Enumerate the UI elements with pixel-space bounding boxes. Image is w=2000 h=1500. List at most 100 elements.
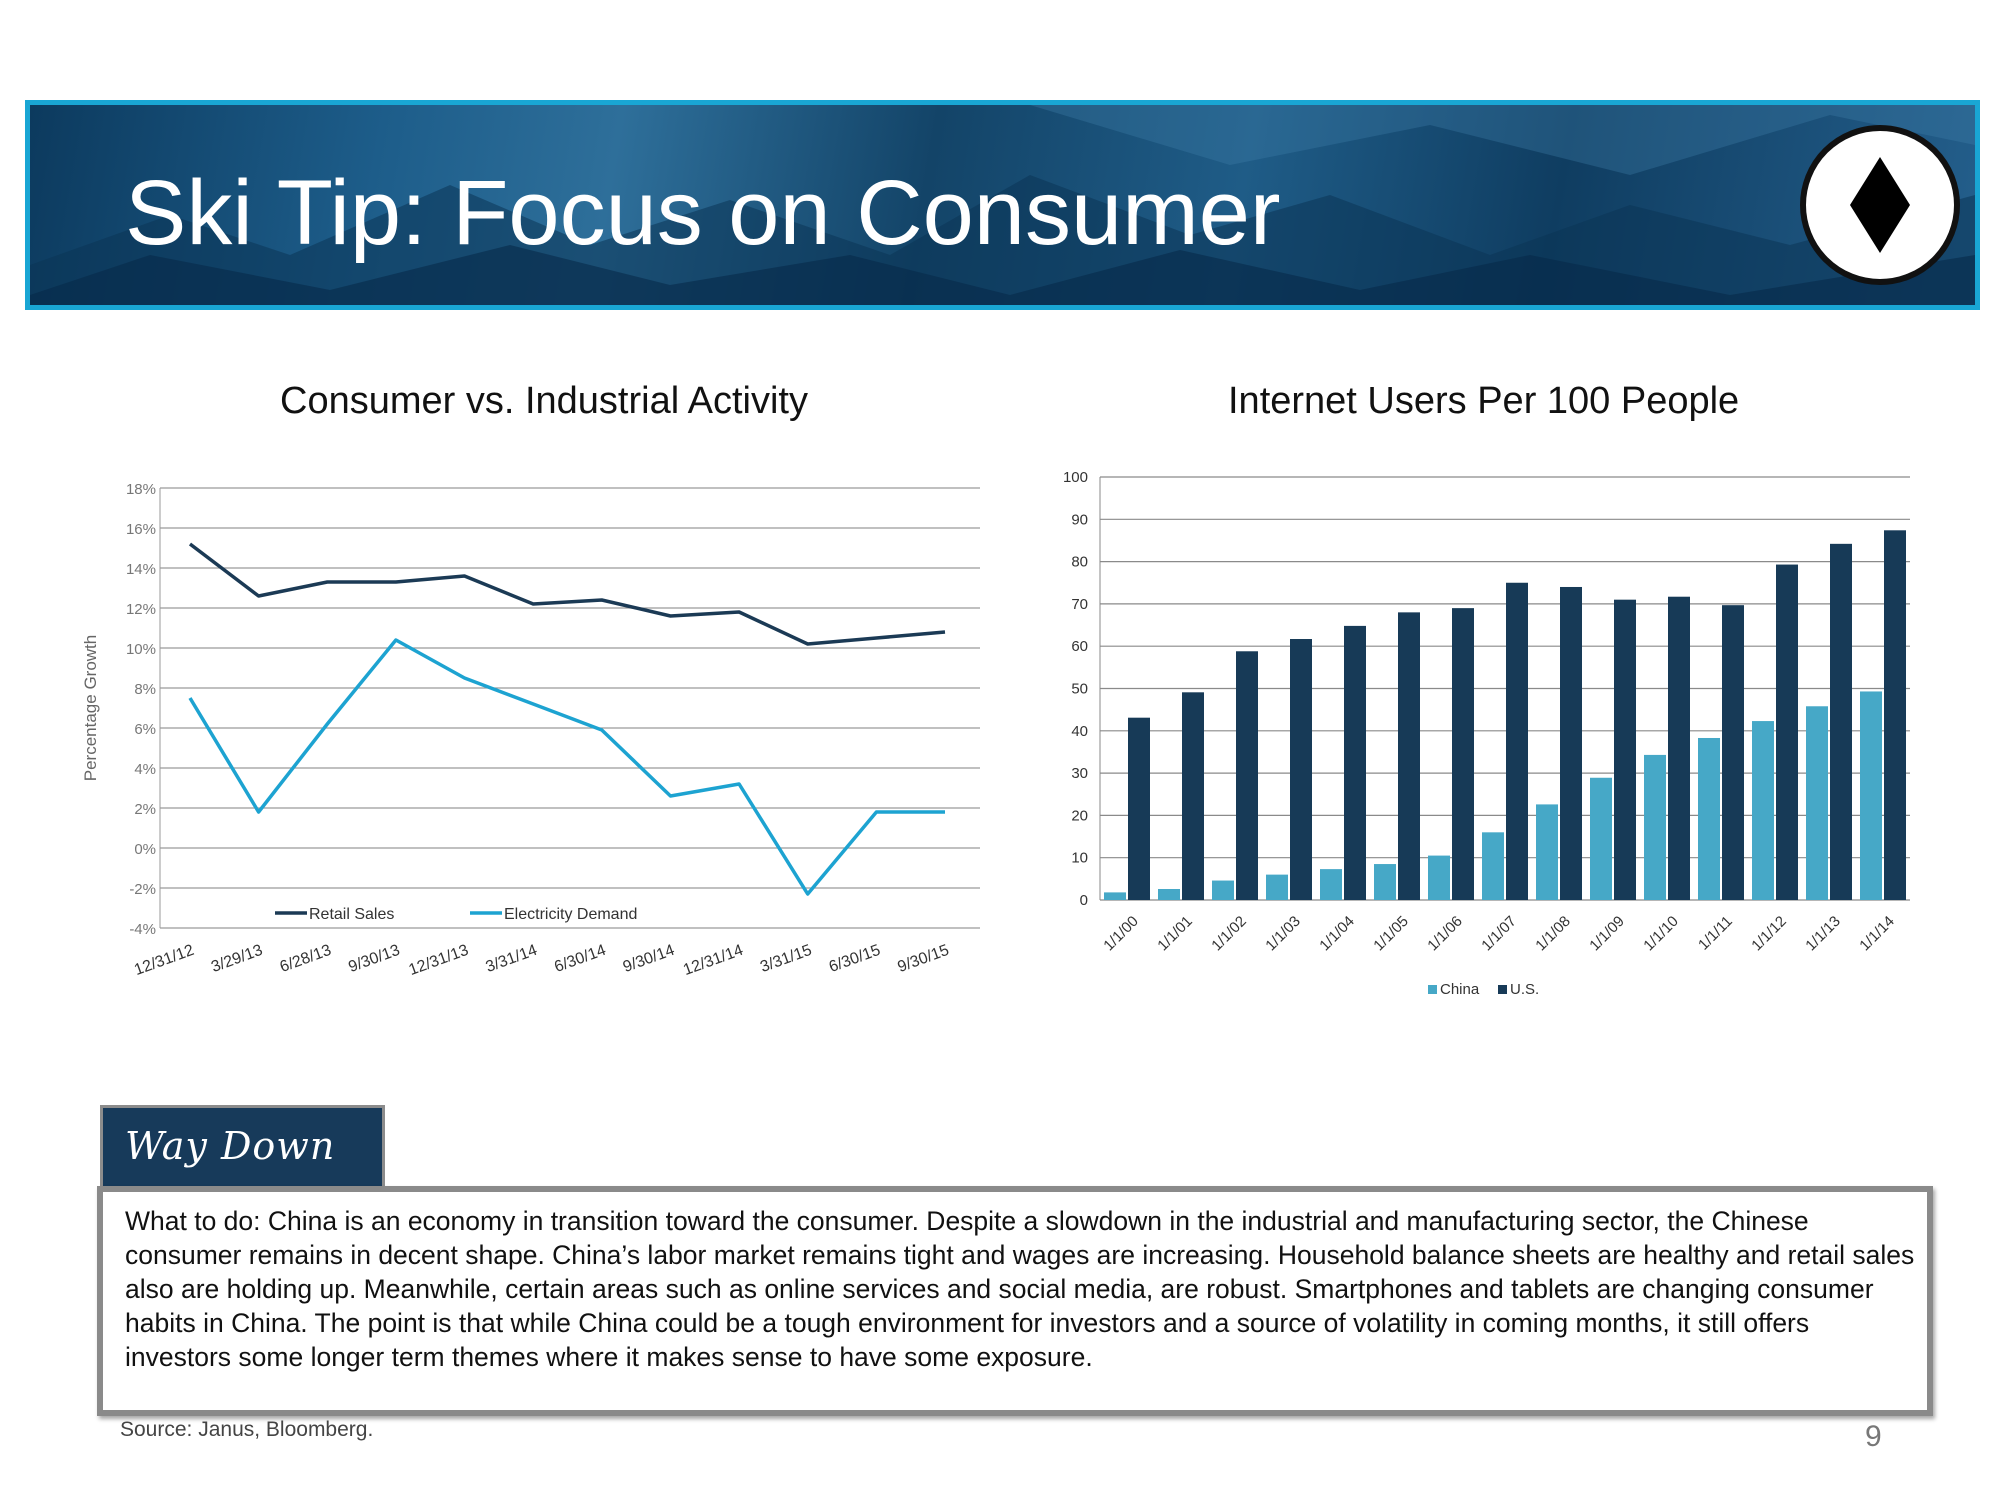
bar-us-1/1/11 <box>1722 605 1744 900</box>
bar-us-1/1/05 <box>1398 612 1420 900</box>
x-tick-label: 12/31/12 <box>132 942 196 979</box>
x-tick-label: 6/30/15 <box>827 942 883 976</box>
page-title: Ski Tip: Focus on Consumer <box>125 162 1281 264</box>
x-tick-label: 9/30/13 <box>346 942 402 976</box>
x-tick-label: 1/1/09 <box>1586 913 1628 955</box>
bar-china-1/1/06 <box>1428 855 1450 900</box>
bar-china-1/1/02 <box>1212 880 1234 900</box>
right-chart-title: Internet Users Per 100 People <box>1228 380 1740 422</box>
commentary-box: What to do: China is an economy in trans… <box>97 1186 1933 1416</box>
bar-china-1/1/01 <box>1158 889 1180 900</box>
y-tick-label: 0 <box>1080 892 1088 909</box>
way-down-label: Way Down <box>125 1124 336 1168</box>
difficulty-badge <box>1800 125 1960 285</box>
bar-china-1/1/10 <box>1644 754 1666 900</box>
bar-china-1/1/07 <box>1482 832 1504 900</box>
y-tick-label: 100 <box>1063 469 1088 486</box>
y-tick-label: 6% <box>134 721 156 738</box>
y-tick-label: 2% <box>134 801 156 818</box>
commentary-text: What to do: China is an economy in trans… <box>125 1206 1915 1372</box>
legend-label: China <box>1440 981 1480 998</box>
bar-china-1/1/12 <box>1752 721 1774 900</box>
bar-us-1/1/03 <box>1290 639 1312 900</box>
y-tick-label: 90 <box>1071 511 1088 528</box>
x-tick-label: 1/1/11 <box>1695 913 1736 954</box>
bar-us-1/1/01 <box>1182 692 1204 900</box>
x-tick-label: 9/30/15 <box>895 942 951 976</box>
bar-us-1/1/02 <box>1236 651 1258 900</box>
title-banner: Ski Tip: Focus on Consumer <box>25 100 1980 310</box>
bar-china-1/1/08 <box>1536 804 1558 900</box>
x-tick-label: 12/31/14 <box>681 942 745 979</box>
y-tick-label: 4% <box>134 761 156 778</box>
x-tick-label: 6/28/13 <box>278 942 334 976</box>
bar-us-1/1/00 <box>1128 717 1150 900</box>
x-tick-label: 1/1/05 <box>1370 913 1412 955</box>
bar-us-1/1/07 <box>1506 582 1528 900</box>
legend-swatch <box>1428 985 1437 994</box>
series-line-electricity-demand <box>188 638 945 896</box>
y-tick-label: 12% <box>126 601 156 618</box>
y-tick-label: 60 <box>1071 638 1088 655</box>
y-axis-title: Percentage Growth <box>81 635 100 781</box>
legend-label: U.S. <box>1510 981 1539 998</box>
x-tick-label: 1/1/00 <box>1100 913 1142 955</box>
x-tick-label: 1/1/08 <box>1532 913 1574 955</box>
left-chart-title: Consumer vs. Industrial Activity <box>280 380 808 422</box>
y-tick-label: 14% <box>126 561 156 578</box>
source-note: Source: Janus, Bloomberg. <box>120 1418 374 1441</box>
consumer-industrial-line-chart: 18% 16% 14% 12% 10% 8% 6% 4% 2% 0% -2% -4% Percentag… <box>81 481 980 979</box>
bar-us-1/1/09 <box>1614 599 1636 900</box>
x-tick-label: 1/1/01 <box>1154 913 1196 955</box>
bar-china-1/1/09 <box>1590 777 1612 900</box>
x-tick-label: 1/1/02 <box>1208 913 1250 955</box>
x-tick-label: 1/1/03 <box>1262 913 1304 955</box>
x-tick-label: 1/1/12 <box>1748 913 1790 955</box>
x-tick-label: 1/1/07 <box>1478 913 1520 955</box>
black-diamond-icon <box>1850 157 1910 253</box>
y-tick-label: 80 <box>1071 554 1088 571</box>
x-tick-label: 9/30/14 <box>621 942 677 976</box>
legend-swatch <box>1498 985 1507 994</box>
y-tick-label: -4% <box>129 921 156 938</box>
x-tick-label: 12/31/13 <box>407 942 471 979</box>
x-tick-label: 3/31/14 <box>484 942 540 976</box>
bar-us-1/1/04 <box>1344 625 1366 900</box>
y-tick-label: 8% <box>134 681 156 698</box>
x-tick-label: 1/1/14 <box>1856 913 1898 955</box>
bar-us-1/1/08 <box>1560 586 1582 900</box>
bar-china-1/1/03 <box>1266 874 1288 900</box>
x-tick-label: 1/1/04 <box>1316 913 1358 955</box>
legend-label: Electricity Demand <box>504 906 637 923</box>
x-tick-label: 1/1/13 <box>1802 913 1844 955</box>
y-tick-label: 18% <box>126 481 156 498</box>
mountain-texture <box>30 105 1975 305</box>
y-tick-label: 50 <box>1071 681 1088 698</box>
bar-us-1/1/10 <box>1668 596 1690 900</box>
bar-us-1/1/14 <box>1884 530 1906 900</box>
bar-china-1/1/05 <box>1374 864 1396 900</box>
series-line-retail-sales <box>188 542 946 646</box>
y-tick-label: 10% <box>126 641 156 658</box>
y-tick-label: 30 <box>1071 765 1088 782</box>
bar-china-1/1/14 <box>1860 691 1882 900</box>
x-tick-label: 1/1/06 <box>1424 913 1466 955</box>
bar-china-1/1/11 <box>1698 737 1720 900</box>
y-tick-label: 0% <box>134 841 156 858</box>
y-tick-label: 40 <box>1071 723 1088 740</box>
y-tick-label: 70 <box>1071 596 1088 613</box>
page-number: 9 <box>1865 1420 1882 1453</box>
x-tick-label: 1/1/10 <box>1640 913 1682 955</box>
y-tick-label: 10 <box>1071 850 1088 867</box>
y-tick-label: -2% <box>129 881 156 898</box>
y-tick-label: 16% <box>126 521 156 538</box>
bar-china-1/1/00 <box>1104 892 1126 900</box>
x-tick-label: 6/30/14 <box>552 942 608 976</box>
y-tick-label: 20 <box>1071 807 1088 824</box>
bar-china-1/1/13 <box>1806 706 1828 900</box>
bar-china-1/1/04 <box>1320 869 1342 900</box>
legend-label: Retail Sales <box>309 906 394 923</box>
way-down-tab: Way Down <box>100 1105 385 1187</box>
x-tick-label: 3/29/13 <box>209 942 265 976</box>
